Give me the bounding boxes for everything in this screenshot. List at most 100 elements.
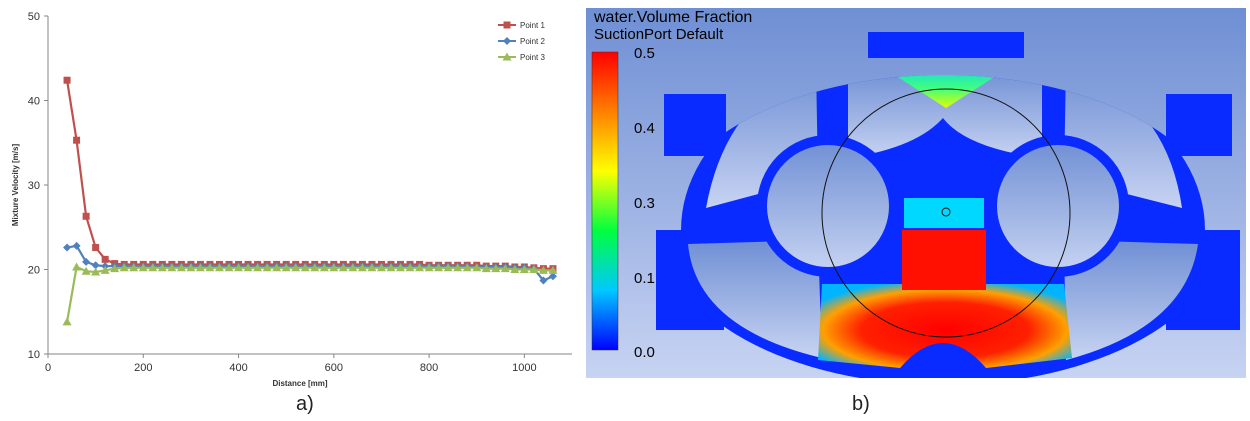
mid-hot-band (902, 230, 986, 290)
legend-marker (502, 52, 512, 61)
contour-plot (586, 8, 1246, 378)
suction-wedge (868, 75, 1024, 108)
data-point (148, 263, 158, 272)
data-point (234, 263, 244, 272)
data-point (62, 317, 72, 326)
x-tick-label: 600 (325, 362, 343, 374)
left-gear (757, 135, 899, 277)
data-point (481, 264, 491, 273)
data-point (167, 263, 177, 272)
data-point (176, 263, 186, 272)
data-point (348, 263, 358, 272)
data-point (82, 212, 90, 220)
reference-circle (821, 88, 1071, 338)
legend-marker (503, 21, 511, 29)
data-point (329, 263, 339, 272)
legend-marker (503, 37, 511, 45)
x-tick-label: 800 (420, 362, 438, 374)
data-point (415, 263, 425, 272)
data-point (291, 263, 301, 272)
colorbar (591, 51, 619, 351)
colorbar-tick-label: 0.1 (634, 270, 655, 287)
data-point (129, 263, 139, 272)
data-point (510, 265, 520, 273)
data-point (186, 263, 196, 272)
data-point (110, 264, 120, 273)
data-point (472, 263, 482, 272)
data-point (310, 263, 320, 272)
data-point (91, 267, 101, 276)
data-point (453, 263, 463, 272)
data-point (157, 263, 167, 272)
data-point (205, 263, 215, 272)
data-point (72, 241, 81, 250)
velocity-line-chart: 10 20 30 40 50 0 200 400 600 800 1000 Distance [mm]… (11, 11, 572, 388)
data-point (357, 263, 367, 272)
high-fraction-region (818, 284, 1072, 368)
data-point (519, 265, 529, 273)
data-point (101, 255, 109, 263)
data-point (548, 265, 558, 274)
center-upper-region (848, 75, 1042, 158)
data-point (500, 264, 510, 273)
data-point (462, 263, 472, 272)
x-axis-label: Distance [mm] (272, 379, 327, 388)
data-point (92, 244, 100, 252)
data-point (100, 265, 110, 274)
x-tick-label: 400 (229, 362, 247, 374)
data-point (491, 264, 501, 273)
legend-label: Point 3 (520, 53, 545, 62)
data-point (538, 265, 548, 274)
data-point (262, 263, 272, 272)
data-point (529, 265, 539, 273)
y-tick-label: 20 (28, 265, 40, 277)
data-point (300, 263, 310, 272)
data-point (272, 263, 282, 272)
data-point (195, 263, 205, 272)
series-line (66, 244, 554, 282)
chamber-lower-right (1064, 240, 1198, 360)
y-axis-label: Mixture Velocity [m/s] (11, 144, 20, 227)
data-point (224, 263, 234, 272)
data-point (548, 272, 557, 281)
volume-fraction-contour: water.Volume Fraction SuctionPort Defaul… (586, 8, 1246, 378)
data-point (82, 257, 91, 266)
data-point (73, 136, 81, 144)
data-point (243, 263, 253, 272)
probe-point (941, 207, 951, 217)
y-tick-label: 30 (28, 180, 40, 192)
caption-b: b) (852, 393, 870, 415)
series-line (65, 265, 553, 323)
right-gear (987, 135, 1129, 277)
series-1 (63, 76, 557, 273)
data-point (367, 263, 377, 272)
caption-a: a) (296, 393, 314, 415)
top-port (868, 32, 1024, 58)
data-point (81, 266, 91, 275)
y-tick-label: 40 (28, 96, 40, 108)
data-point (405, 263, 415, 272)
chart-series (62, 76, 558, 326)
colorbar-tick-label: 0.3 (634, 195, 655, 212)
data-point (281, 263, 291, 272)
data-point (119, 263, 129, 272)
y-tick-label: 10 (28, 349, 40, 361)
data-point (63, 243, 72, 252)
mid-channel (904, 198, 984, 228)
colorbar-tick-label: 0.4 (634, 120, 655, 137)
x-tick-label: 200 (134, 362, 152, 374)
series-3 (62, 262, 558, 326)
data-point (319, 263, 329, 272)
x-tick-label: 1000 (512, 362, 536, 374)
data-point (443, 263, 453, 272)
data-point (396, 263, 406, 272)
data-point (376, 263, 386, 272)
chart-legend: Point 1 Point 2 Point 3 (498, 21, 545, 62)
data-point (91, 261, 100, 270)
legend-label: Point 2 (520, 37, 545, 46)
data-point (539, 276, 548, 285)
chart-axes: 10 20 30 40 50 0 200 400 600 800 1000 Distance [mm]… (11, 11, 572, 388)
data-point (214, 263, 224, 272)
contour-subtitle: SuctionPort Default (594, 26, 724, 43)
data-point (434, 263, 444, 272)
